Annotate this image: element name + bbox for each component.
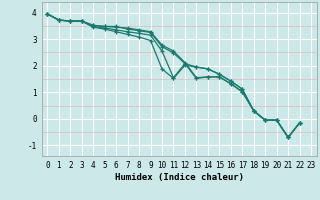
X-axis label: Humidex (Indice chaleur): Humidex (Indice chaleur)	[115, 173, 244, 182]
